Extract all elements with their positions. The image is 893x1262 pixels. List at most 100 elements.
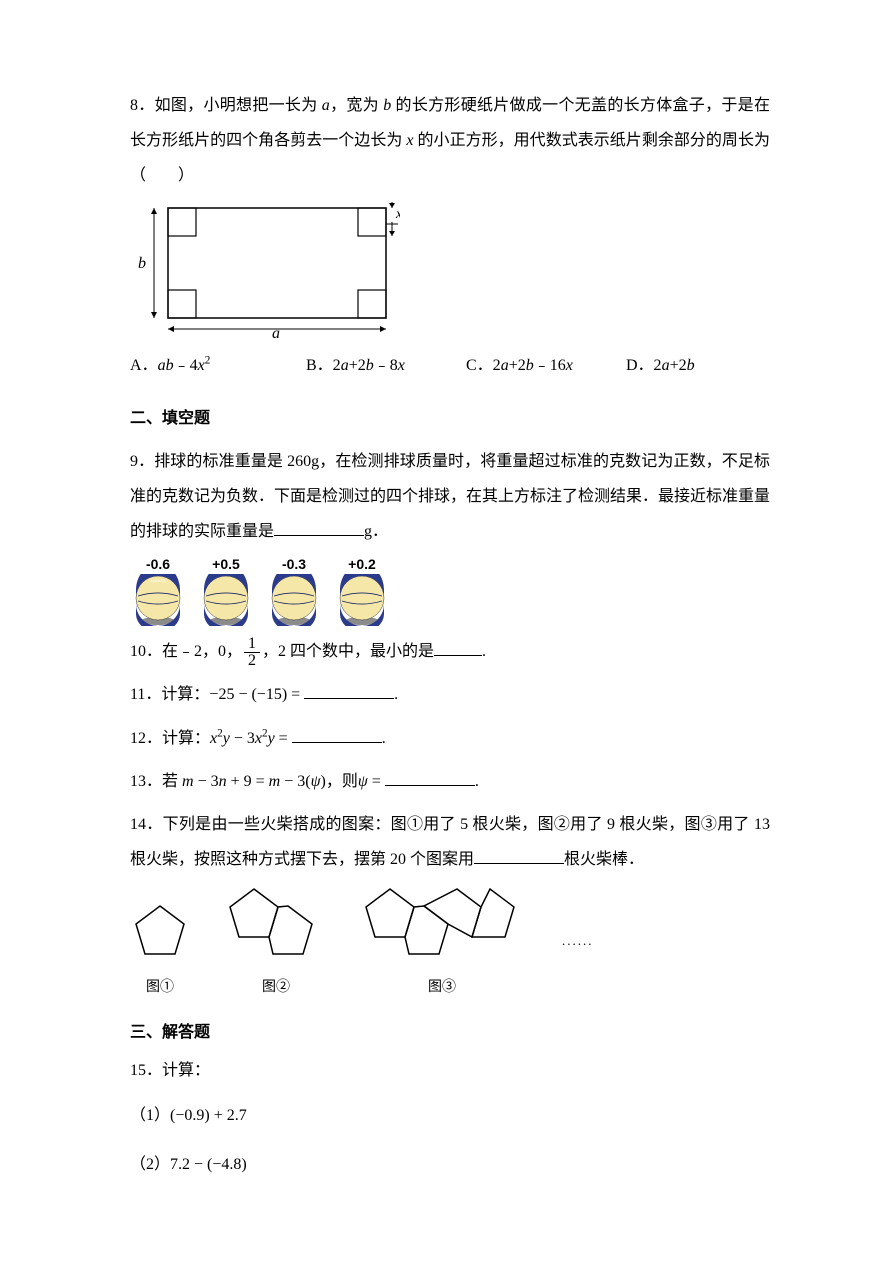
q15-num: 15 bbox=[130, 1062, 146, 1079]
q10-ta: ，2 四个数中，最小的是 bbox=[262, 643, 434, 660]
frac-den: 2 bbox=[244, 653, 260, 669]
vb-1: -0.6 MIKASA bbox=[130, 556, 186, 627]
q10-num: 10 bbox=[130, 643, 146, 660]
opt-a-pre: A． bbox=[130, 357, 158, 374]
q12-tb: ．计算： bbox=[146, 730, 210, 747]
q8-label-x: x bbox=[395, 207, 400, 222]
opt-b-2: b bbox=[366, 357, 374, 374]
q13-expr2: ψ = bbox=[358, 773, 381, 790]
opt-a-1: ab bbox=[158, 357, 174, 374]
q14-blank bbox=[474, 847, 564, 865]
q12-eq: = bbox=[275, 730, 288, 747]
q8-figure: x b a bbox=[130, 202, 770, 340]
opt-b-m1: +2 bbox=[349, 357, 366, 374]
q8-opt-d: D．2a+2b bbox=[626, 348, 770, 383]
q13-mid2: + 9 = bbox=[227, 773, 269, 790]
q15-p1-num: （1） bbox=[130, 1107, 170, 1124]
vb-label-2: +0.5 bbox=[198, 556, 254, 573]
q8-opt-b: B．2a+2b﹣8x bbox=[306, 348, 466, 383]
q9-num: 9 bbox=[130, 453, 138, 470]
q8-label-a: a bbox=[272, 325, 280, 340]
q9-unit: g． bbox=[364, 523, 388, 540]
opt-b-1: a bbox=[341, 357, 349, 374]
q13-expr: m − 3n + 9 = m − 3(ψ) bbox=[182, 773, 326, 790]
q12-y1: y bbox=[223, 730, 230, 747]
q14-ta: 根火柴棒． bbox=[564, 851, 644, 868]
opt-c-1: a bbox=[501, 357, 509, 374]
q15-p2-num: （2） bbox=[130, 1156, 170, 1173]
q13-psi1: ψ bbox=[311, 773, 321, 790]
opt-c-pre: C．2 bbox=[466, 357, 501, 374]
q9-text: ．排球的标准重量是 260g，在检测排球质量时，将重量超过标准的克数记为正数，不… bbox=[130, 453, 770, 540]
question-10: 10．在﹣2，0，12，2 四个数中，最小的是. bbox=[130, 634, 770, 669]
q13-mid1: − 3 bbox=[194, 773, 219, 790]
opt-d-m: +2 bbox=[670, 357, 687, 374]
section-2-header: 二、填空题 bbox=[130, 401, 770, 436]
vb-2: +0.5 bbox=[198, 556, 254, 627]
q8-opt-a: A．ab﹣4x2 bbox=[130, 348, 306, 383]
q11-num: 11 bbox=[130, 686, 145, 703]
pentagon-3-svg bbox=[362, 885, 522, 960]
q13-end: . bbox=[475, 773, 479, 790]
pentagon-3: 图③ bbox=[362, 885, 522, 997]
ball-icon-2 bbox=[201, 574, 251, 626]
q15-part2: （2）7.2 − (−4.8) bbox=[130, 1147, 770, 1182]
pentagon-1: 图① bbox=[130, 902, 190, 997]
opt-d-pre: D．2 bbox=[626, 357, 662, 374]
vb-4: +0.2 bbox=[334, 556, 390, 627]
ball-icon-4 bbox=[337, 574, 387, 626]
q8-t2: ，宽为 bbox=[330, 97, 383, 114]
question-8: 8．如图，小明想把一长为 a，宽为 b 的长方形硬纸片做成一个无盖的长方体盒子，… bbox=[130, 88, 770, 194]
q14-figure: 图① 图② 图③ ...... bbox=[130, 885, 770, 997]
opt-c-2: b bbox=[526, 357, 534, 374]
q13-tm: ，则 bbox=[326, 773, 358, 790]
opt-c-3: x bbox=[566, 357, 573, 374]
q13-eq: = bbox=[368, 773, 381, 790]
q13-blank bbox=[385, 768, 475, 786]
opt-b-pre: B．2 bbox=[306, 357, 341, 374]
q8-rect-svg: x b a bbox=[130, 202, 400, 340]
q11-tb: ．计算： bbox=[145, 686, 209, 703]
vb-label-3: -0.3 bbox=[266, 556, 322, 573]
q10-end: . bbox=[482, 643, 486, 660]
opt-d-1: a bbox=[662, 357, 670, 374]
ball-brand: MIKASA bbox=[150, 578, 165, 583]
q8-var-x: x bbox=[406, 132, 413, 149]
pentagon-1-svg bbox=[130, 902, 190, 960]
q8-options: A．ab﹣4x2 B．2a+2b﹣8x C．2a+2b﹣16x D．2a+2b bbox=[130, 348, 770, 383]
q12-num: 12 bbox=[130, 730, 146, 747]
ball-icon-3 bbox=[269, 574, 319, 626]
q8-t1: ．如图，小明想把一长为 bbox=[138, 97, 322, 114]
q15-text: ．计算： bbox=[146, 1062, 210, 1079]
q9-volleyballs: -0.6 MIKASA +0.5 -0.3 +0.2 bbox=[130, 556, 770, 627]
opt-d-2: b bbox=[687, 357, 695, 374]
q13-m1: m bbox=[182, 773, 194, 790]
page-content: 8．如图，小明想把一长为 a，宽为 b 的长方形硬纸片做成一个无盖的长方体盒子，… bbox=[130, 88, 770, 1182]
q15-p2-expr: 7.2 − (−4.8) bbox=[170, 1156, 247, 1173]
q13-mid3: − 3( bbox=[280, 773, 310, 790]
opt-c-m1: +2 bbox=[509, 357, 526, 374]
q11-blank bbox=[304, 682, 394, 700]
question-12: 12．计算：x2y − 3x2y = . bbox=[130, 721, 770, 756]
opt-c-m2: ﹣16 bbox=[534, 357, 566, 374]
pentagon-2-svg bbox=[226, 885, 326, 960]
q11-expr: −25 − (−15) = bbox=[209, 686, 300, 703]
pentagon-ellipsis: ...... bbox=[562, 927, 594, 956]
q8-var-a: a bbox=[322, 97, 330, 114]
q12-mid: − 3 bbox=[230, 730, 255, 747]
question-11: 11．计算：−25 − (−15) = . bbox=[130, 677, 770, 712]
question-15: 15．计算： bbox=[130, 1058, 770, 1084]
q15-p1-expr: (−0.9) + 2.7 bbox=[170, 1107, 247, 1124]
q14-num: 14 bbox=[130, 816, 146, 833]
pentagon-1-label: 图① bbox=[130, 978, 190, 998]
question-14: 14．下列是由一些火柴搭成的图案：图①用了 5 根火柴，图②用了 9 根火柴，图… bbox=[130, 807, 770, 877]
pentagon-2-label: 图② bbox=[226, 978, 326, 998]
question-9: 9．排球的标准重量是 260g，在检测排球质量时，将重量超过标准的克数记为正数，… bbox=[130, 444, 770, 550]
q12-expr: x2y − 3x2y = bbox=[210, 730, 288, 747]
opt-a-mid: ﹣4 bbox=[174, 357, 198, 374]
q13-n1: n bbox=[219, 773, 227, 790]
q13-psi2: ψ bbox=[358, 773, 368, 790]
q12-blank bbox=[292, 725, 382, 743]
pentagon-3-label: 图③ bbox=[362, 978, 522, 998]
q12-x2: x bbox=[255, 730, 262, 747]
